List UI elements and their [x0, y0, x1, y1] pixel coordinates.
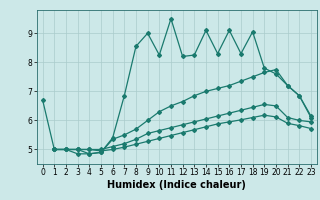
X-axis label: Humidex (Indice chaleur): Humidex (Indice chaleur) — [108, 180, 246, 190]
